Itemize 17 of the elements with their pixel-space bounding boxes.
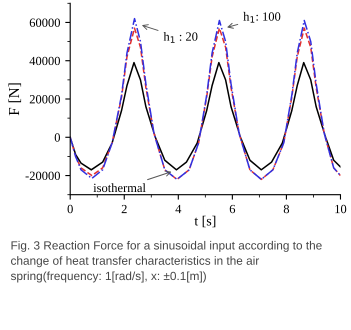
y-tick-label: 40000 [29,56,60,66]
x-tick-label: 4 [175,204,182,214]
y-tick-label: 60000 [30,18,60,27]
x-tick-label: 10 [335,204,346,214]
x-tick-label: 0 [68,204,73,214]
y-tick-label: -20000 [26,172,60,180]
x-tick-label: 2 [122,204,127,214]
x-axis-title: t [s] [194,216,216,228]
y-axis-title: F [N] [8,83,22,116]
annotation: h$_{1}$ : 20 [164,32,198,43]
y-tick-label: 0 [54,133,60,142]
annotation: h$_{1}$: 100 [243,12,280,23]
x-tick-label: 6 [230,204,236,214]
y-tick-label: 20000 [30,95,60,104]
x-tick-label: 8 [284,204,290,214]
caption: Fig. 3 Reaction Force for a sinusoidal input according to the change of heat transfer characteristics in the air spring(frequency: 1[rad/s], x: ±0.1[m]) [10,240,322,282]
annotation: isothermal [93,183,146,192]
